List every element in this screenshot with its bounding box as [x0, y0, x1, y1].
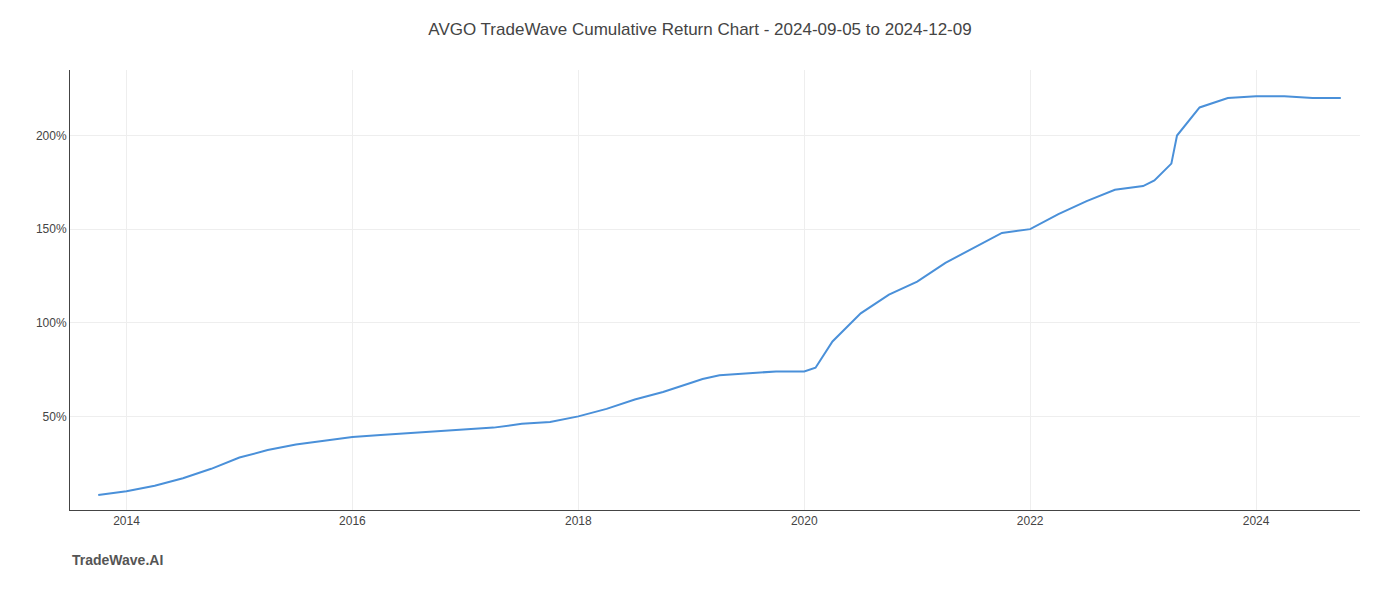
svg-text:2020: 2020 [791, 514, 818, 528]
svg-text:2016: 2016 [339, 514, 366, 528]
svg-text:2014: 2014 [113, 514, 140, 528]
svg-text:2022: 2022 [1017, 514, 1044, 528]
svg-text:150%: 150% [36, 222, 67, 236]
svg-text:2018: 2018 [565, 514, 592, 528]
svg-text:50%: 50% [43, 410, 67, 424]
svg-text:200%: 200% [36, 129, 67, 143]
svg-text:AVGO TradeWave Cumulative Retu: AVGO TradeWave Cumulative Return Chart -… [428, 20, 971, 39]
svg-text:TradeWave.AI: TradeWave.AI [72, 552, 163, 568]
svg-text:100%: 100% [36, 316, 67, 330]
svg-text:2024: 2024 [1243, 514, 1270, 528]
